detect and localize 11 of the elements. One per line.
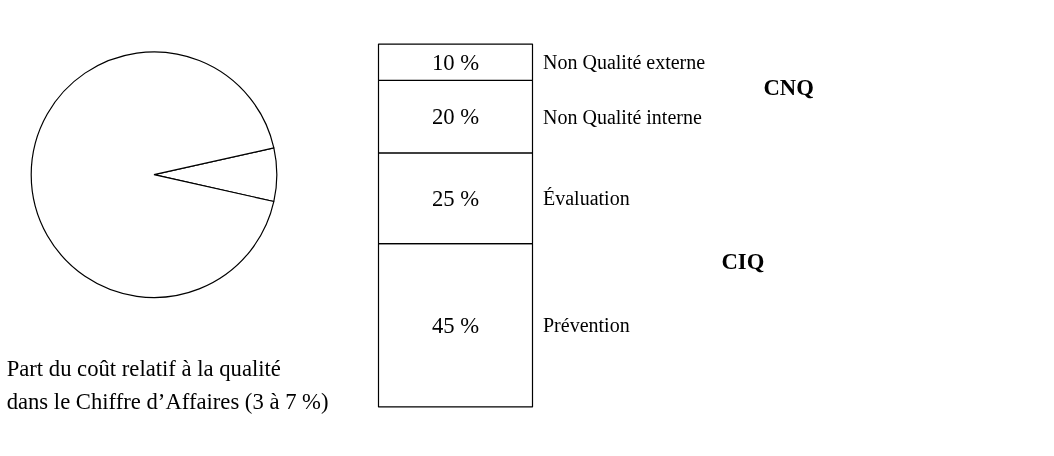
text: CNQ <box>763 75 814 101</box>
series-label: Non Qualité externe <box>543 51 706 74</box>
data-label: 20 % <box>431 104 480 130</box>
series-label: Prévention <box>543 314 630 337</box>
data-label: 10 % <box>431 49 480 75</box>
series-label: Évaluation <box>543 187 630 210</box>
data-label: 25 % <box>431 185 480 211</box>
data-label: 45 % <box>431 312 480 338</box>
series-label: Non Qualité interne <box>543 105 702 128</box>
text: CIQ <box>721 249 765 275</box>
text: Part du coût relatif à la qualité dans le Chiffre d’Affaires (3 à 7 %) <box>6 356 329 414</box>
